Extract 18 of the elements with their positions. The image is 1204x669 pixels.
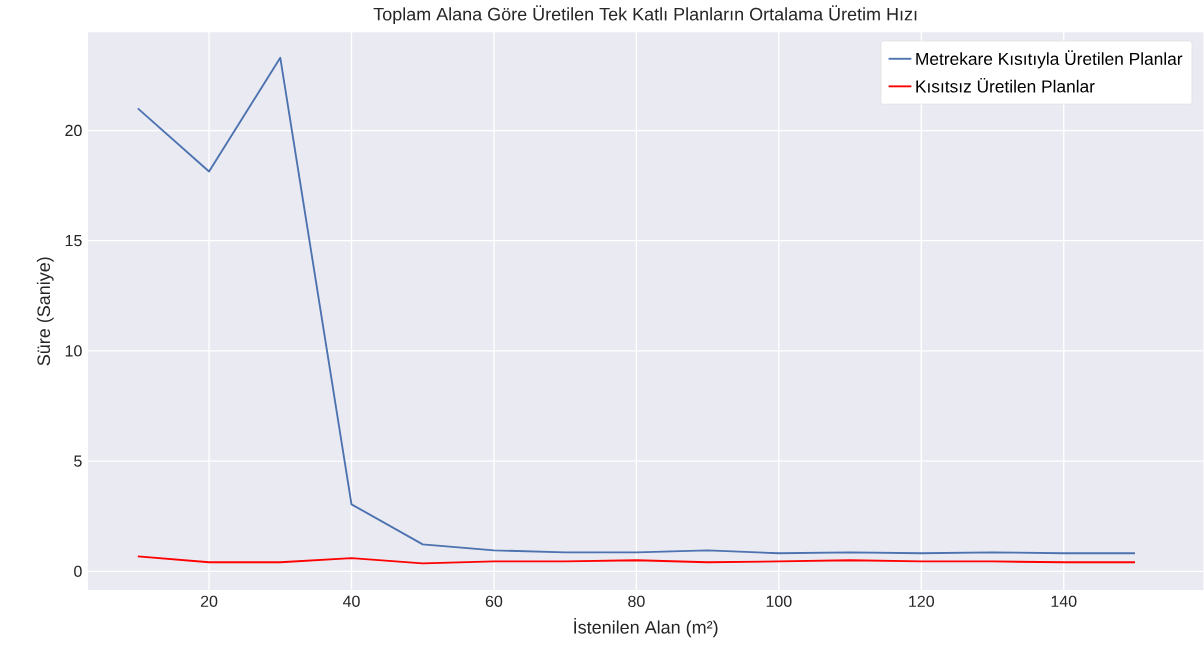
x-tick-label: 100 xyxy=(766,595,792,608)
legend-label: Metrekare Kısıtıyla Üretilen Planlar xyxy=(916,50,1183,69)
x-tick-label: 40 xyxy=(342,595,360,608)
y-tick-label: 20 xyxy=(65,124,82,137)
x-tick-label: 60 xyxy=(485,595,503,608)
legend-label: Kısıtsız Üretilen Planlar xyxy=(916,78,1095,93)
y-tick-label: 15 xyxy=(65,235,82,247)
y-tick-label: 0 xyxy=(74,565,82,578)
x-axis-title: İstenilen Alan (m²) xyxy=(574,618,718,638)
x-tick-label: 80 xyxy=(628,595,645,608)
y-axis-title: Süre (Saniye) xyxy=(36,257,54,366)
x-tick-label: 20 xyxy=(200,595,218,608)
chart-title: Toplam Alana Göre Üretilen Tek Katlı Planların Ortalama Üretim Hızı xyxy=(373,5,917,25)
x-tick-label: 140 xyxy=(1051,595,1077,608)
y-tick-label: 5 xyxy=(74,455,82,467)
line-series xyxy=(136,555,1136,565)
y-tick-label: 10 xyxy=(65,345,82,357)
x-tick-label: 120 xyxy=(909,595,935,608)
